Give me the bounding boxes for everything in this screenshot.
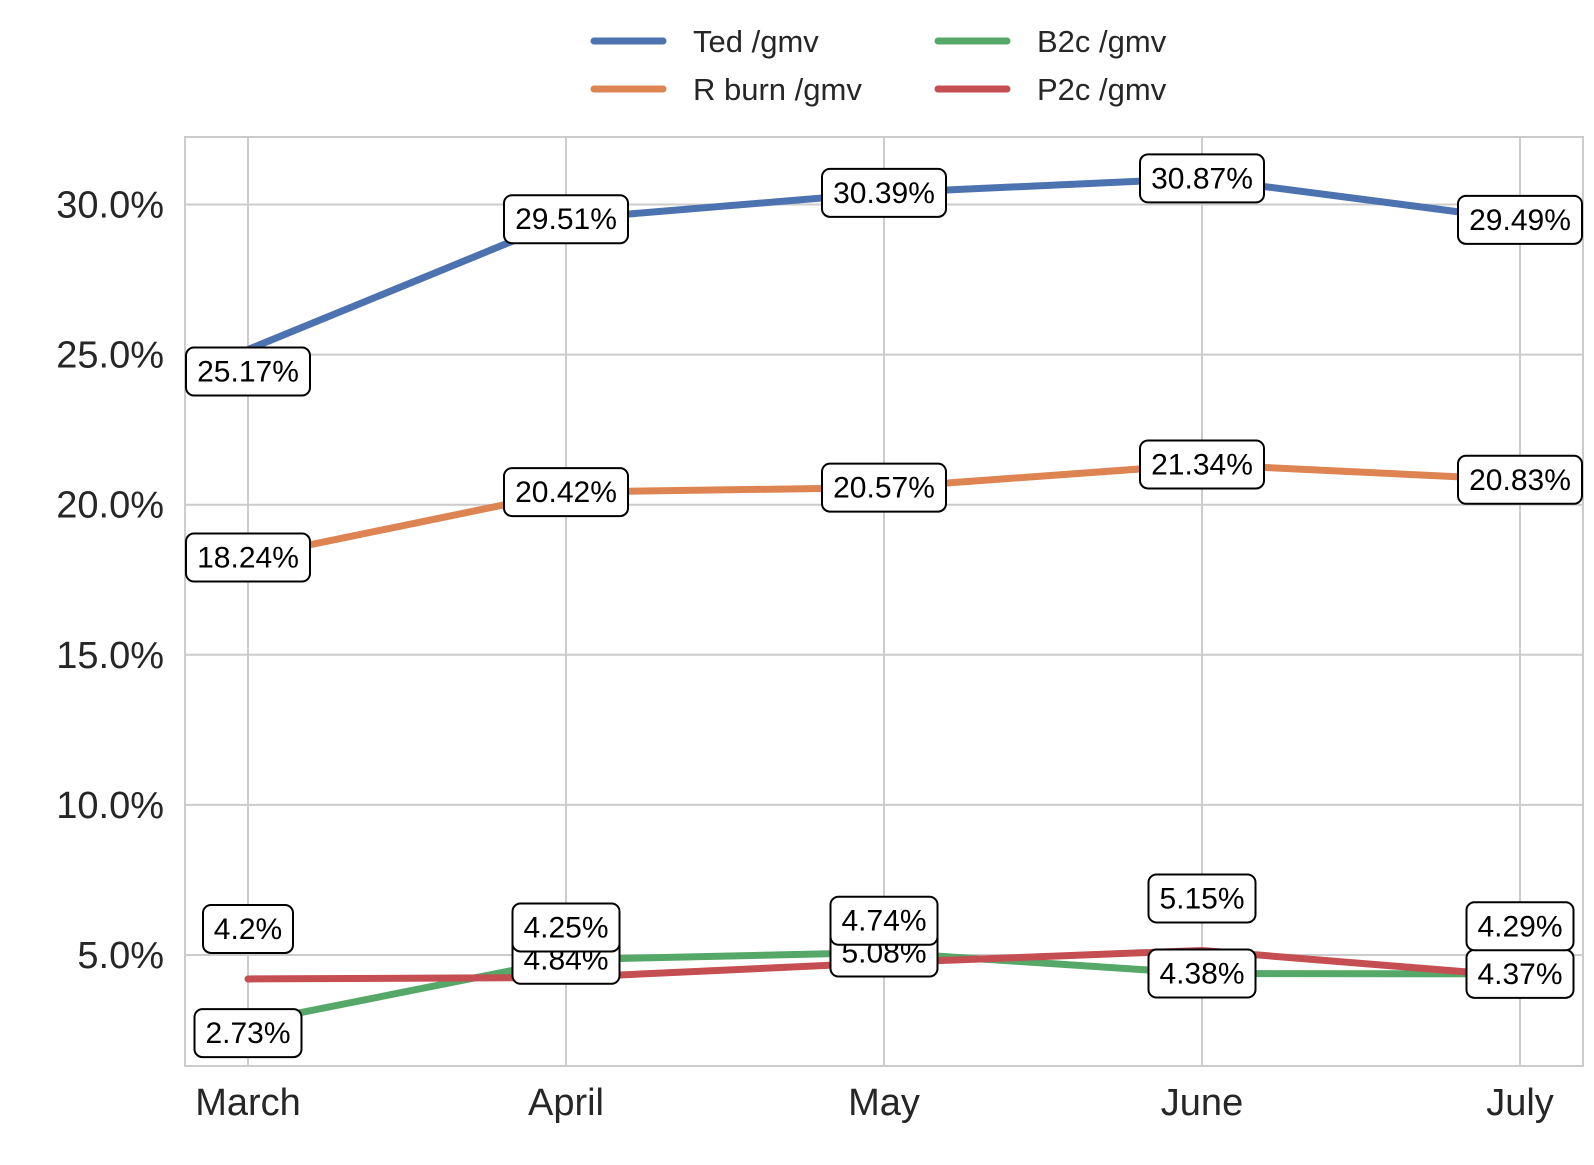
data-label-box <box>1147 873 1257 924</box>
data-label: 30.87% <box>1139 153 1265 204</box>
data-label-text: 21.34% <box>1151 448 1253 481</box>
data-label: 4.2% <box>202 903 294 954</box>
legend: Ted /gmv R burn /gmv B2c /gmv P2c /gmv <box>590 24 1167 107</box>
data-label-box <box>193 1008 303 1059</box>
x-tick-label: March <box>195 1082 301 1124</box>
legend-item: P2c /gmv <box>934 72 1167 107</box>
data-label: 5.15% <box>1147 873 1257 924</box>
plot-frame <box>184 136 1584 1067</box>
x-tick-label: July <box>1486 1082 1554 1124</box>
data-label: 4.29% <box>1465 901 1575 952</box>
data-label: 29.51% <box>503 194 629 245</box>
data-label-box <box>185 532 311 583</box>
y-tick-label: 15.0% <box>56 635 164 677</box>
data-label-text: 4.2% <box>214 913 282 946</box>
y-tick-label: 5.0% <box>77 935 164 977</box>
data-label: 4.25% <box>511 902 621 953</box>
data-label: 4.38% <box>1147 948 1257 999</box>
data-label-text: 20.42% <box>515 476 617 509</box>
data-label-box <box>829 895 939 946</box>
legend-label: Ted /gmv <box>693 24 819 59</box>
data-label-box <box>1465 901 1575 952</box>
data-label-text: 4.38% <box>1159 958 1244 991</box>
data-label-text: 30.87% <box>1151 162 1253 195</box>
data-label-box <box>1457 194 1583 245</box>
data-label: 21.34% <box>1139 439 1265 490</box>
data-label: 29.49% <box>1457 194 1583 245</box>
data-label-box <box>821 462 947 513</box>
y-tick-label: 25.0% <box>56 335 164 377</box>
data-label-box <box>185 346 311 397</box>
data-label-box <box>503 467 629 518</box>
data-label-box <box>1457 454 1583 505</box>
data-label: 30.39% <box>821 167 947 218</box>
legend-label: B2c /gmv <box>1037 24 1167 59</box>
data-label-text: 20.83% <box>1469 464 1571 497</box>
data-label-box <box>503 194 629 245</box>
data-label-text: 4.74% <box>841 905 926 938</box>
axis-tick-labels: March April May June July 5.0% 10.0% 15.0% 20.0%… <box>56 185 1554 1124</box>
data-label-text: 4.25% <box>523 911 608 944</box>
data-label: 18.24% <box>185 532 311 583</box>
x-tick-label: June <box>1161 1082 1243 1124</box>
y-tick-label: 30.0% <box>56 185 164 227</box>
legend-item: B2c /gmv <box>934 24 1167 59</box>
data-label-box <box>821 167 947 218</box>
data-label-text: 25.17% <box>197 356 299 389</box>
data-label-text: 30.39% <box>833 177 935 210</box>
data-label: 2.73% <box>193 1008 303 1059</box>
data-label: 25.17% <box>185 346 311 397</box>
data-label-text: 20.57% <box>833 472 935 505</box>
x-tick-label: May <box>848 1082 920 1124</box>
data-label-text: 4.29% <box>1477 910 1562 943</box>
y-tick-label: 10.0% <box>56 785 164 827</box>
data-label: 20.83% <box>1457 454 1583 505</box>
y-tick-label: 20.0% <box>56 485 164 527</box>
legend-label: P2c /gmv <box>1037 72 1167 107</box>
legend-label: R burn /gmv <box>693 72 862 107</box>
data-label: 4.37% <box>1465 948 1575 999</box>
data-label-text: 29.51% <box>515 203 617 236</box>
data-label-text: 4.37% <box>1477 958 1562 991</box>
data-label-text: 29.49% <box>1469 204 1571 237</box>
data-label-box <box>1147 948 1257 999</box>
data-label-box <box>1139 153 1265 204</box>
data-label-text: 5.15% <box>1159 882 1244 915</box>
data-label-box <box>1139 439 1265 490</box>
data-label: 4.74% <box>829 895 939 946</box>
data-label-text: 18.24% <box>197 542 299 575</box>
data-labels: 25.17% 29.51% 30.39% 30.87% 29.49% 18.24% 20.4… <box>185 153 1583 1059</box>
data-label: 20.42% <box>503 467 629 518</box>
data-label-box <box>202 903 294 954</box>
legend-item: Ted /gmv <box>590 24 819 59</box>
data-label-text: 2.73% <box>205 1017 290 1050</box>
x-tick-label: April <box>528 1082 604 1124</box>
legend-item: R burn /gmv <box>590 72 862 107</box>
data-label-box <box>511 902 621 953</box>
data-label: 20.57% <box>821 462 947 513</box>
